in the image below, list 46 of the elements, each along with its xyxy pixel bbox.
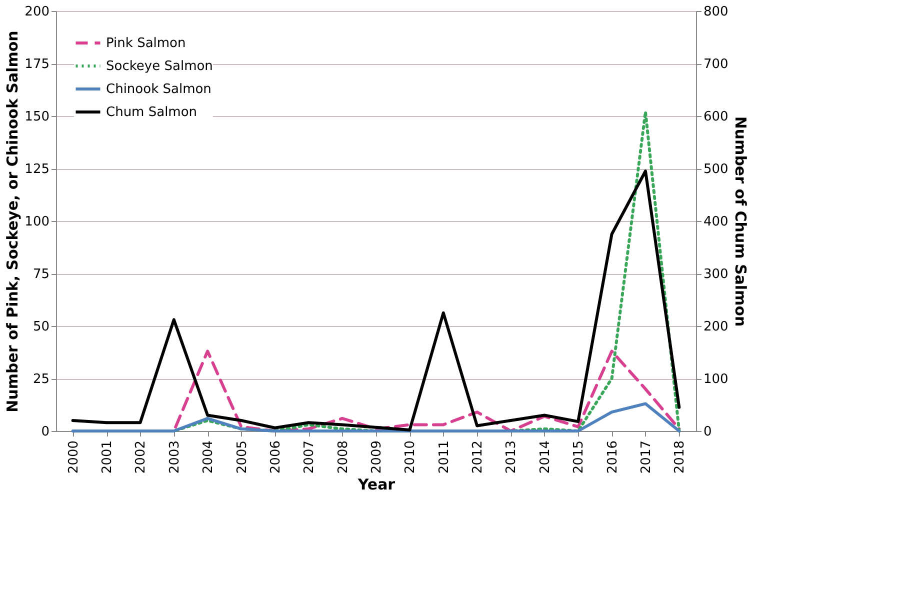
y2-tick-label: 700 [704, 57, 728, 72]
x-tick-label: 2006 [268, 440, 284, 474]
y-tick-label: 100 [24, 214, 50, 230]
legend-label: Pink Salmon [106, 36, 186, 51]
x-tick-label: 2015 [572, 440, 587, 474]
x-tick-label: 2017 [638, 440, 654, 474]
x-tick-label: 2014 [538, 440, 553, 474]
x-tick-label: 2009 [370, 440, 384, 474]
x-tick-label: 2011 [436, 440, 452, 474]
legend-label: Chum Salmon [106, 105, 198, 120]
y-tick-label: 25 [32, 372, 50, 387]
y2-tick-label: 400 [704, 214, 728, 230]
y2-tick-label: 100 [704, 372, 728, 387]
x-tick-label: 2010 [403, 440, 418, 474]
x-tick-label: 2001 [100, 440, 116, 474]
y-axis-title: Number of Pink, Sockeye, or Chinook Salmon [4, 30, 22, 412]
y2-tick-label: 200 [704, 320, 728, 334]
x-tick-label: 2003 [167, 440, 182, 474]
x-tick-label: 2012 [470, 440, 486, 474]
x-tick-label: 2000 [66, 440, 82, 474]
x-tick-label: 2013 [504, 440, 520, 474]
x-tick-label: 2007 [302, 440, 318, 474]
y2-tick-label: 300 [704, 267, 728, 282]
y-tick-label: 50 [32, 320, 50, 334]
x-tick-label: 2005 [234, 440, 250, 474]
legend-label: Sockeye Salmon [106, 59, 213, 74]
y-tick-label: 125 [24, 162, 50, 177]
y2-axis-title: Number of Chum Salmon [731, 116, 750, 327]
y2-tick-label: 600 [704, 110, 728, 124]
y2-tick-label: 500 [704, 162, 728, 177]
line-series [71, 402, 681, 432]
y2-tick-label: 0 [704, 424, 712, 440]
x-tick-label: 2018 [672, 440, 688, 474]
y-tick-label: 150 [24, 110, 50, 124]
x-tick-label: 2008 [336, 440, 351, 474]
y2-tick-label: 800 [704, 4, 728, 20]
x-tick-label: 2004 [201, 440, 216, 474]
x-axis-title: Year [356, 476, 396, 494]
y-tick-label: 175 [24, 57, 50, 72]
y-tick-label: 75 [32, 267, 50, 282]
legend-label: Chinook Salmon [106, 82, 212, 97]
y-tick-label: 200 [24, 4, 50, 20]
x-tick-label: 2016 [605, 440, 620, 474]
y-tick-label: 0 [41, 424, 50, 440]
line-series [71, 170, 681, 432]
x-tick-label: 2002 [134, 440, 149, 474]
